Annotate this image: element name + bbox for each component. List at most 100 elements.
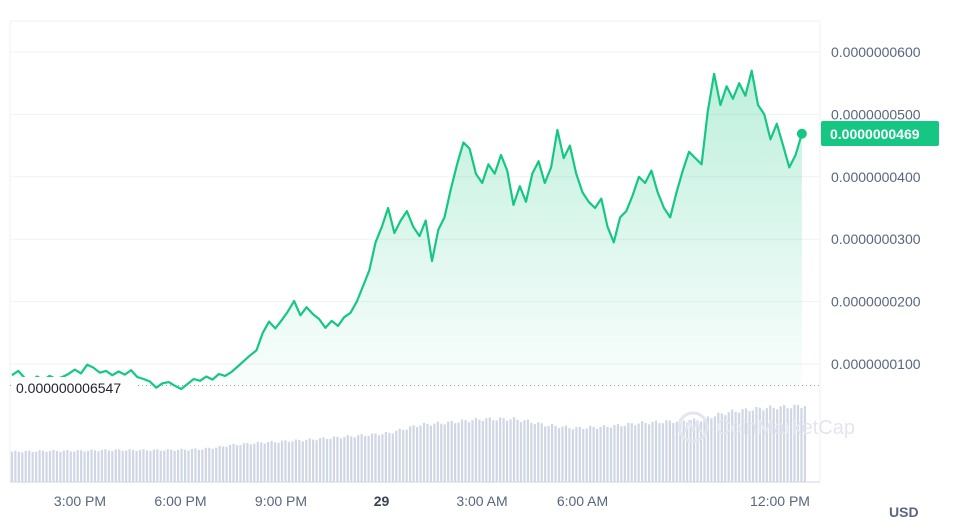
coinmarketcap-logo-icon — [677, 411, 709, 443]
volume-bar — [59, 451, 62, 482]
current-price-tag: 0.0000000469 — [821, 121, 939, 146]
volume-bar — [201, 449, 204, 482]
x-tick-label: 12:00 PM — [750, 493, 810, 509]
volume-bar — [225, 446, 228, 482]
open-price-label: 0.000000006547 — [16, 380, 121, 396]
volume-bar — [551, 424, 554, 482]
price-area — [12, 70, 802, 389]
volume-bar — [41, 450, 45, 482]
volume-bar — [634, 425, 637, 482]
volume-bar — [440, 423, 443, 482]
y-tick-label: 0.0000000300 — [831, 231, 921, 247]
volume-bar — [31, 451, 34, 482]
volume-bar — [422, 422, 426, 482]
volume-bar — [731, 409, 734, 482]
volume-bar — [436, 421, 439, 482]
volume-bar — [180, 448, 183, 482]
volume-bar — [357, 435, 360, 482]
price-line[interactable] — [11, 69, 803, 391]
volume-bar — [561, 426, 564, 482]
open-price-tag: 0.000000006547 — [12, 377, 136, 399]
volume-bar — [308, 438, 311, 482]
last-price-dot — [796, 128, 807, 139]
volume-bar — [360, 434, 363, 482]
y-tick-label: 0.0000000100 — [831, 356, 921, 372]
volume-bar — [682, 420, 685, 482]
volume-bar — [783, 405, 786, 482]
volume-bar — [505, 420, 509, 482]
volume-bar — [287, 442, 291, 482]
volume-bar — [163, 450, 166, 482]
volume-bar — [741, 409, 744, 482]
volume-bar — [509, 419, 512, 482]
volume-bar — [128, 449, 131, 482]
volume-bar — [177, 449, 180, 482]
volume-bar — [384, 432, 387, 482]
volume-bar — [464, 420, 467, 482]
volume-bar — [557, 428, 561, 482]
volume-bar — [364, 435, 367, 482]
volume-bar — [540, 423, 543, 482]
volume-bar — [24, 450, 27, 482]
volume-bar — [391, 433, 394, 482]
volume-bar — [267, 442, 270, 482]
volume-bar — [90, 449, 93, 482]
volume-bar — [454, 423, 457, 482]
volume-bar — [211, 448, 214, 482]
volume-bar — [260, 442, 263, 482]
volume-bar — [218, 445, 221, 482]
volume-bar — [263, 443, 266, 482]
volume-bar — [173, 450, 176, 482]
volume-bar — [686, 422, 689, 482]
volume-bar — [779, 406, 782, 482]
volume-bar — [343, 437, 346, 482]
volume-bar — [381, 434, 384, 482]
volume-bar — [125, 450, 128, 482]
volume-bar — [519, 422, 523, 482]
volume-bar — [512, 417, 516, 482]
volume-bar — [135, 451, 138, 482]
volume-bar — [789, 408, 793, 482]
volume-bar — [93, 450, 97, 482]
volume-bar — [727, 412, 730, 482]
volume-bar — [717, 412, 720, 482]
coinmarketcap-logo-mark — [683, 418, 703, 433]
volume-bar — [208, 447, 211, 482]
volume-bar — [665, 420, 668, 482]
volume-bar — [800, 407, 803, 482]
volume-bar — [481, 420, 484, 482]
volume-bar — [35, 451, 38, 482]
volume-bar — [429, 425, 433, 482]
volume-bar — [215, 447, 218, 482]
volume-bar — [654, 420, 658, 482]
x-tick-label: 6:00 AM — [557, 493, 608, 509]
volume-bar — [228, 444, 232, 482]
volume-bar — [142, 449, 145, 482]
y-tick-label: 0.0000000400 — [831, 169, 921, 185]
volume-bar — [253, 443, 256, 482]
volume-bar — [803, 406, 806, 482]
volume-bar — [537, 422, 540, 482]
volume-bar — [305, 439, 308, 482]
volume-bar — [502, 418, 505, 482]
volume-bar — [52, 449, 55, 482]
watermark-text: CoinMarketCap — [716, 417, 855, 439]
volume-bar — [699, 421, 703, 482]
volume-bar — [582, 429, 585, 482]
volume-bar — [602, 425, 606, 482]
volume-bar — [350, 436, 353, 482]
volume-bar — [720, 413, 723, 482]
volume-bar — [294, 439, 297, 482]
x-tick-label: 3:00 AM — [456, 493, 507, 509]
volume-bar — [668, 420, 671, 482]
volume-bar — [734, 411, 737, 482]
volume-bar — [748, 411, 751, 482]
volume-bar — [239, 445, 242, 482]
volume-bar — [156, 449, 159, 482]
volume-bar — [62, 450, 65, 482]
volume-bar — [395, 430, 398, 482]
volume-bar — [751, 410, 755, 482]
volume-bar — [298, 440, 301, 482]
volume-bar — [526, 419, 529, 482]
